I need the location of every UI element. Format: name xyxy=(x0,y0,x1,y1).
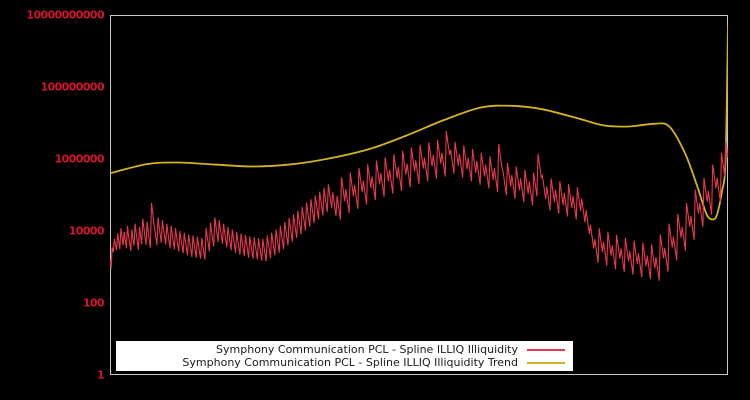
legend-entry-illiquidity: Symphony Communication PCL - Spline ILLI… xyxy=(120,343,569,356)
y-axis-tick-label: 100 xyxy=(82,296,105,310)
legend-entry-trend: Symphony Communication PCL - Spline ILLI… xyxy=(120,356,569,369)
y-axis-tick-label: 1 xyxy=(96,368,105,382)
legend-swatch-illiquidity xyxy=(527,348,565,351)
y-axis-tick-label: 10000000000 xyxy=(26,8,104,22)
y-axis-tick-label: 1000000 xyxy=(54,152,105,166)
legend-swatch-trend xyxy=(527,361,565,364)
y-axis-tick-label: 100000000 xyxy=(40,80,105,94)
plot-frame xyxy=(110,15,728,375)
y-axis-tick-label: 10000 xyxy=(68,224,105,238)
chart-legend: Symphony Communication PCL - Spline ILLI… xyxy=(116,341,573,371)
legend-label-trend: Symphony Communication PCL - Spline ILLI… xyxy=(182,356,518,369)
legend-label-illiquidity: Symphony Communication PCL - Spline ILLI… xyxy=(216,343,518,356)
